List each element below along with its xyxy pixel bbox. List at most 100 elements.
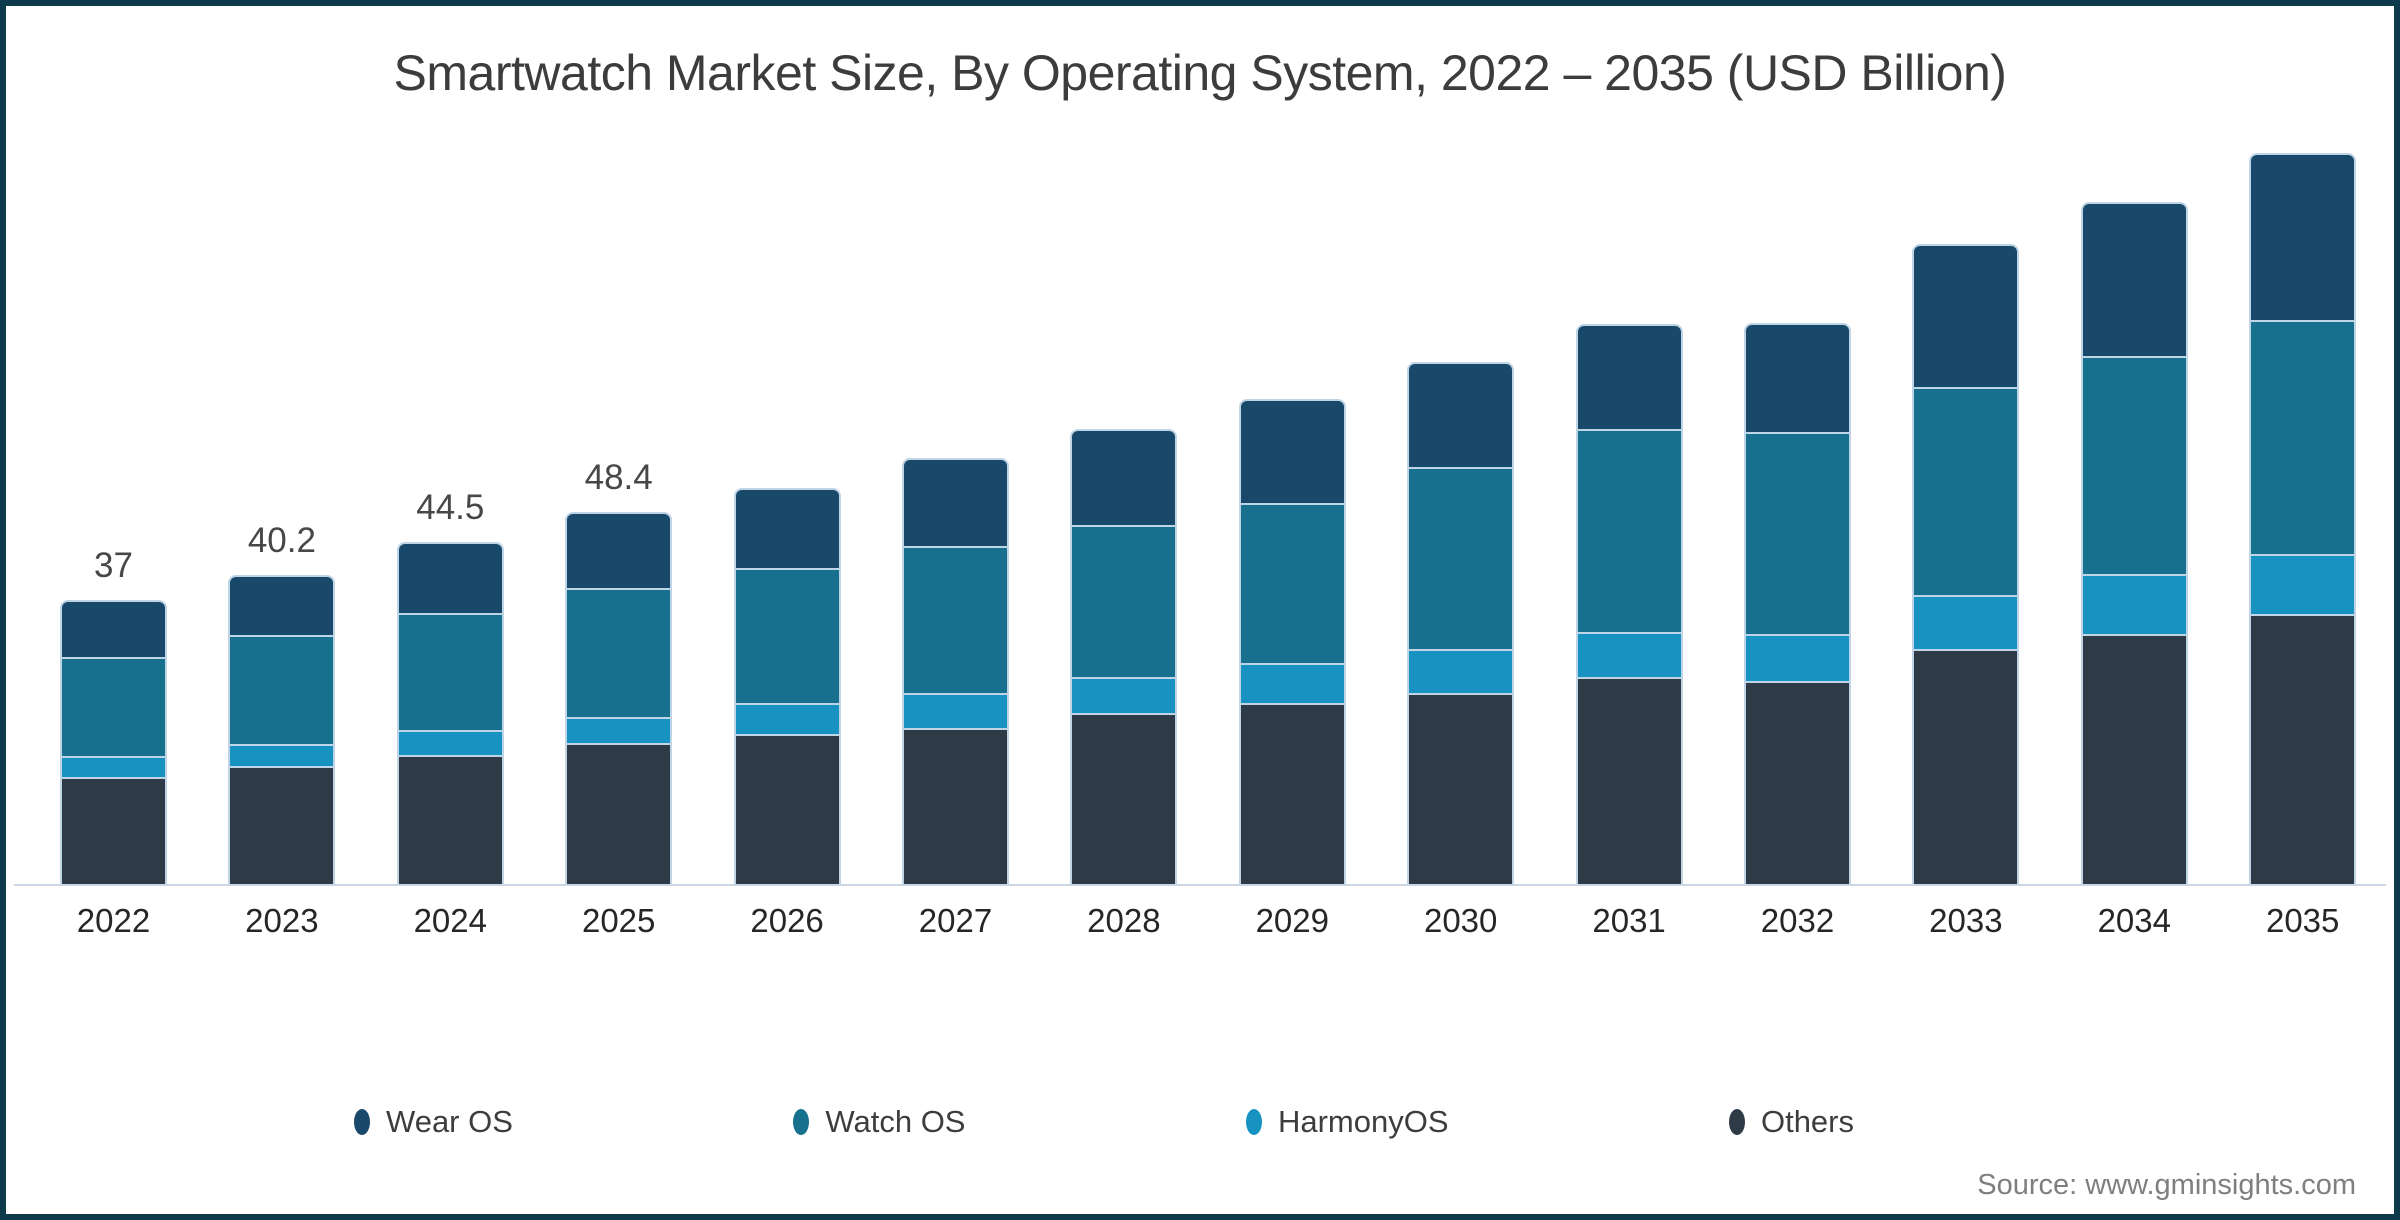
segment-watch-os-2022 xyxy=(60,656,167,757)
segment-watch-os-2024 xyxy=(396,612,504,730)
x-tick-2024: 2024 xyxy=(413,902,487,939)
segment-others-2023 xyxy=(228,766,336,884)
segment-harmonyos-2032 xyxy=(1744,634,1851,682)
bar-2022 xyxy=(60,599,167,884)
x-tick-2029: 2029 xyxy=(1255,902,1329,939)
legend-label-harmonyos: HarmonyOS xyxy=(1277,1104,1449,1139)
segment-watch-os-2035 xyxy=(2249,319,2357,554)
legend-label-watch-os: Watch OS xyxy=(825,1104,966,1139)
segment-others-2030 xyxy=(1407,692,1515,884)
segment-harmonyos-2026 xyxy=(733,703,841,735)
segment-watch-os-2027 xyxy=(902,546,1009,693)
x-tick-2035: 2035 xyxy=(2265,902,2340,939)
segment-harmonyos-2024 xyxy=(396,729,504,755)
segment-watch-os-2034 xyxy=(2080,355,2188,574)
segment-others-2033 xyxy=(1912,648,2020,884)
legend-label-wear-os: Wear OS xyxy=(386,1104,513,1139)
bar-2027 xyxy=(902,457,1009,884)
segment-harmonyos-2034 xyxy=(2080,573,2188,634)
segment-harmonyos-2033 xyxy=(1912,595,2020,649)
x-tick-2026: 2026 xyxy=(750,902,824,939)
segment-harmonyos-2029 xyxy=(1238,662,1346,704)
bar-2025 xyxy=(565,512,673,884)
segment-others-2022 xyxy=(60,777,167,884)
bar-2031 xyxy=(1575,324,1683,884)
bar-2033 xyxy=(1912,244,2020,884)
segment-wear-os-2029 xyxy=(1238,398,1346,504)
segment-wear-os-2033 xyxy=(1912,244,2020,388)
segment-others-2029 xyxy=(1238,703,1346,884)
legend-bullet-icon-wear-os xyxy=(354,1109,370,1135)
segment-watch-os-2030 xyxy=(1407,466,1515,649)
total-label-2023: 40.2 xyxy=(247,521,316,561)
legend-item-harmonyos: HarmonyOS xyxy=(1245,1104,1449,1140)
bar-2024 xyxy=(396,542,504,884)
segment-watch-os-2026 xyxy=(733,568,841,704)
x-tick-2034: 2034 xyxy=(2097,902,2171,939)
segment-harmonyos-2025 xyxy=(565,716,673,744)
segment-wear-os-2031 xyxy=(1575,324,1683,430)
segment-watch-os-2031 xyxy=(1575,429,1683,633)
legend-item-wear-os: Wear OS xyxy=(354,1104,513,1140)
segment-wear-os-2026 xyxy=(733,487,841,569)
x-axis-line xyxy=(14,884,2386,886)
x-tick-2033: 2033 xyxy=(1929,902,2003,939)
x-tick-2028: 2028 xyxy=(1087,902,1161,939)
segment-watch-os-2028 xyxy=(1070,524,1178,678)
segment-wear-os-2027 xyxy=(902,457,1009,547)
legend-item-others: Others xyxy=(1728,1104,1854,1140)
segment-wear-os-2023 xyxy=(228,575,336,636)
segment-watch-os-2032 xyxy=(1744,431,1851,635)
bar-2035 xyxy=(2249,152,2357,884)
segment-watch-os-2033 xyxy=(1912,387,2020,596)
legend-bullet-icon-others xyxy=(1728,1109,1745,1135)
source-note: Source: www.gminsights.com xyxy=(1977,1169,2356,1201)
total-label-2024: 44.5 xyxy=(416,488,485,528)
bar-2034 xyxy=(2080,202,2188,884)
segment-wear-os-2035 xyxy=(2249,152,2357,320)
chart-title: Smartwatch Market Size, By Operating Sys… xyxy=(393,45,2007,101)
legend: Wear OS Watch OS HarmonyOS Others xyxy=(354,1104,1854,1140)
segment-watch-os-2025 xyxy=(565,587,673,717)
segment-wear-os-2032 xyxy=(1744,323,1851,432)
bar-2026 xyxy=(733,487,841,884)
legend-item-watch-os: Watch OS xyxy=(793,1104,965,1140)
segment-others-2035 xyxy=(2249,613,2357,884)
segment-harmonyos-2022 xyxy=(60,756,167,778)
x-tick-2032: 2032 xyxy=(1760,902,1835,939)
segment-harmonyos-2023 xyxy=(228,744,336,767)
legend-bullet-icon-harmonyos xyxy=(1245,1109,1262,1135)
segment-others-2026 xyxy=(733,734,841,884)
segment-harmonyos-2031 xyxy=(1575,632,1683,678)
segment-wear-os-2024 xyxy=(396,542,504,613)
segment-others-2034 xyxy=(2080,633,2188,884)
segment-wear-os-2025 xyxy=(565,512,673,588)
segment-watch-os-2029 xyxy=(1238,503,1346,663)
bar-2029 xyxy=(1238,398,1346,884)
segment-harmonyos-2035 xyxy=(2249,553,2357,614)
total-label-2025: 48.4 xyxy=(584,458,653,498)
x-tick-2023: 2023 xyxy=(245,902,319,939)
segment-harmonyos-2028 xyxy=(1070,677,1178,713)
x-tick-2031: 2031 xyxy=(1592,902,1666,939)
segment-others-2031 xyxy=(1575,677,1683,884)
total-label-2022: 37 xyxy=(94,545,133,585)
segment-wear-os-2028 xyxy=(1070,428,1178,525)
x-tick-2025: 2025 xyxy=(581,902,656,939)
x-tick-2022: 2022 xyxy=(76,902,151,939)
segment-others-2024 xyxy=(396,754,504,884)
legend-bullet-icon-watch-os xyxy=(793,1109,810,1135)
segment-wear-os-2034 xyxy=(2080,202,2188,356)
legend-label-others: Others xyxy=(1760,1104,1854,1139)
x-tick-2030: 2030 xyxy=(1423,902,1498,939)
bar-2023 xyxy=(228,575,336,884)
bar-2032 xyxy=(1744,323,1851,884)
segment-wear-os-2022 xyxy=(60,599,167,657)
bar-2030 xyxy=(1407,361,1515,884)
segment-harmonyos-2030 xyxy=(1407,648,1515,693)
bar-2028 xyxy=(1070,428,1178,884)
segment-watch-os-2023 xyxy=(228,635,336,745)
segment-wear-os-2030 xyxy=(1407,361,1515,467)
segment-others-2028 xyxy=(1070,712,1178,884)
segment-others-2025 xyxy=(565,743,673,884)
